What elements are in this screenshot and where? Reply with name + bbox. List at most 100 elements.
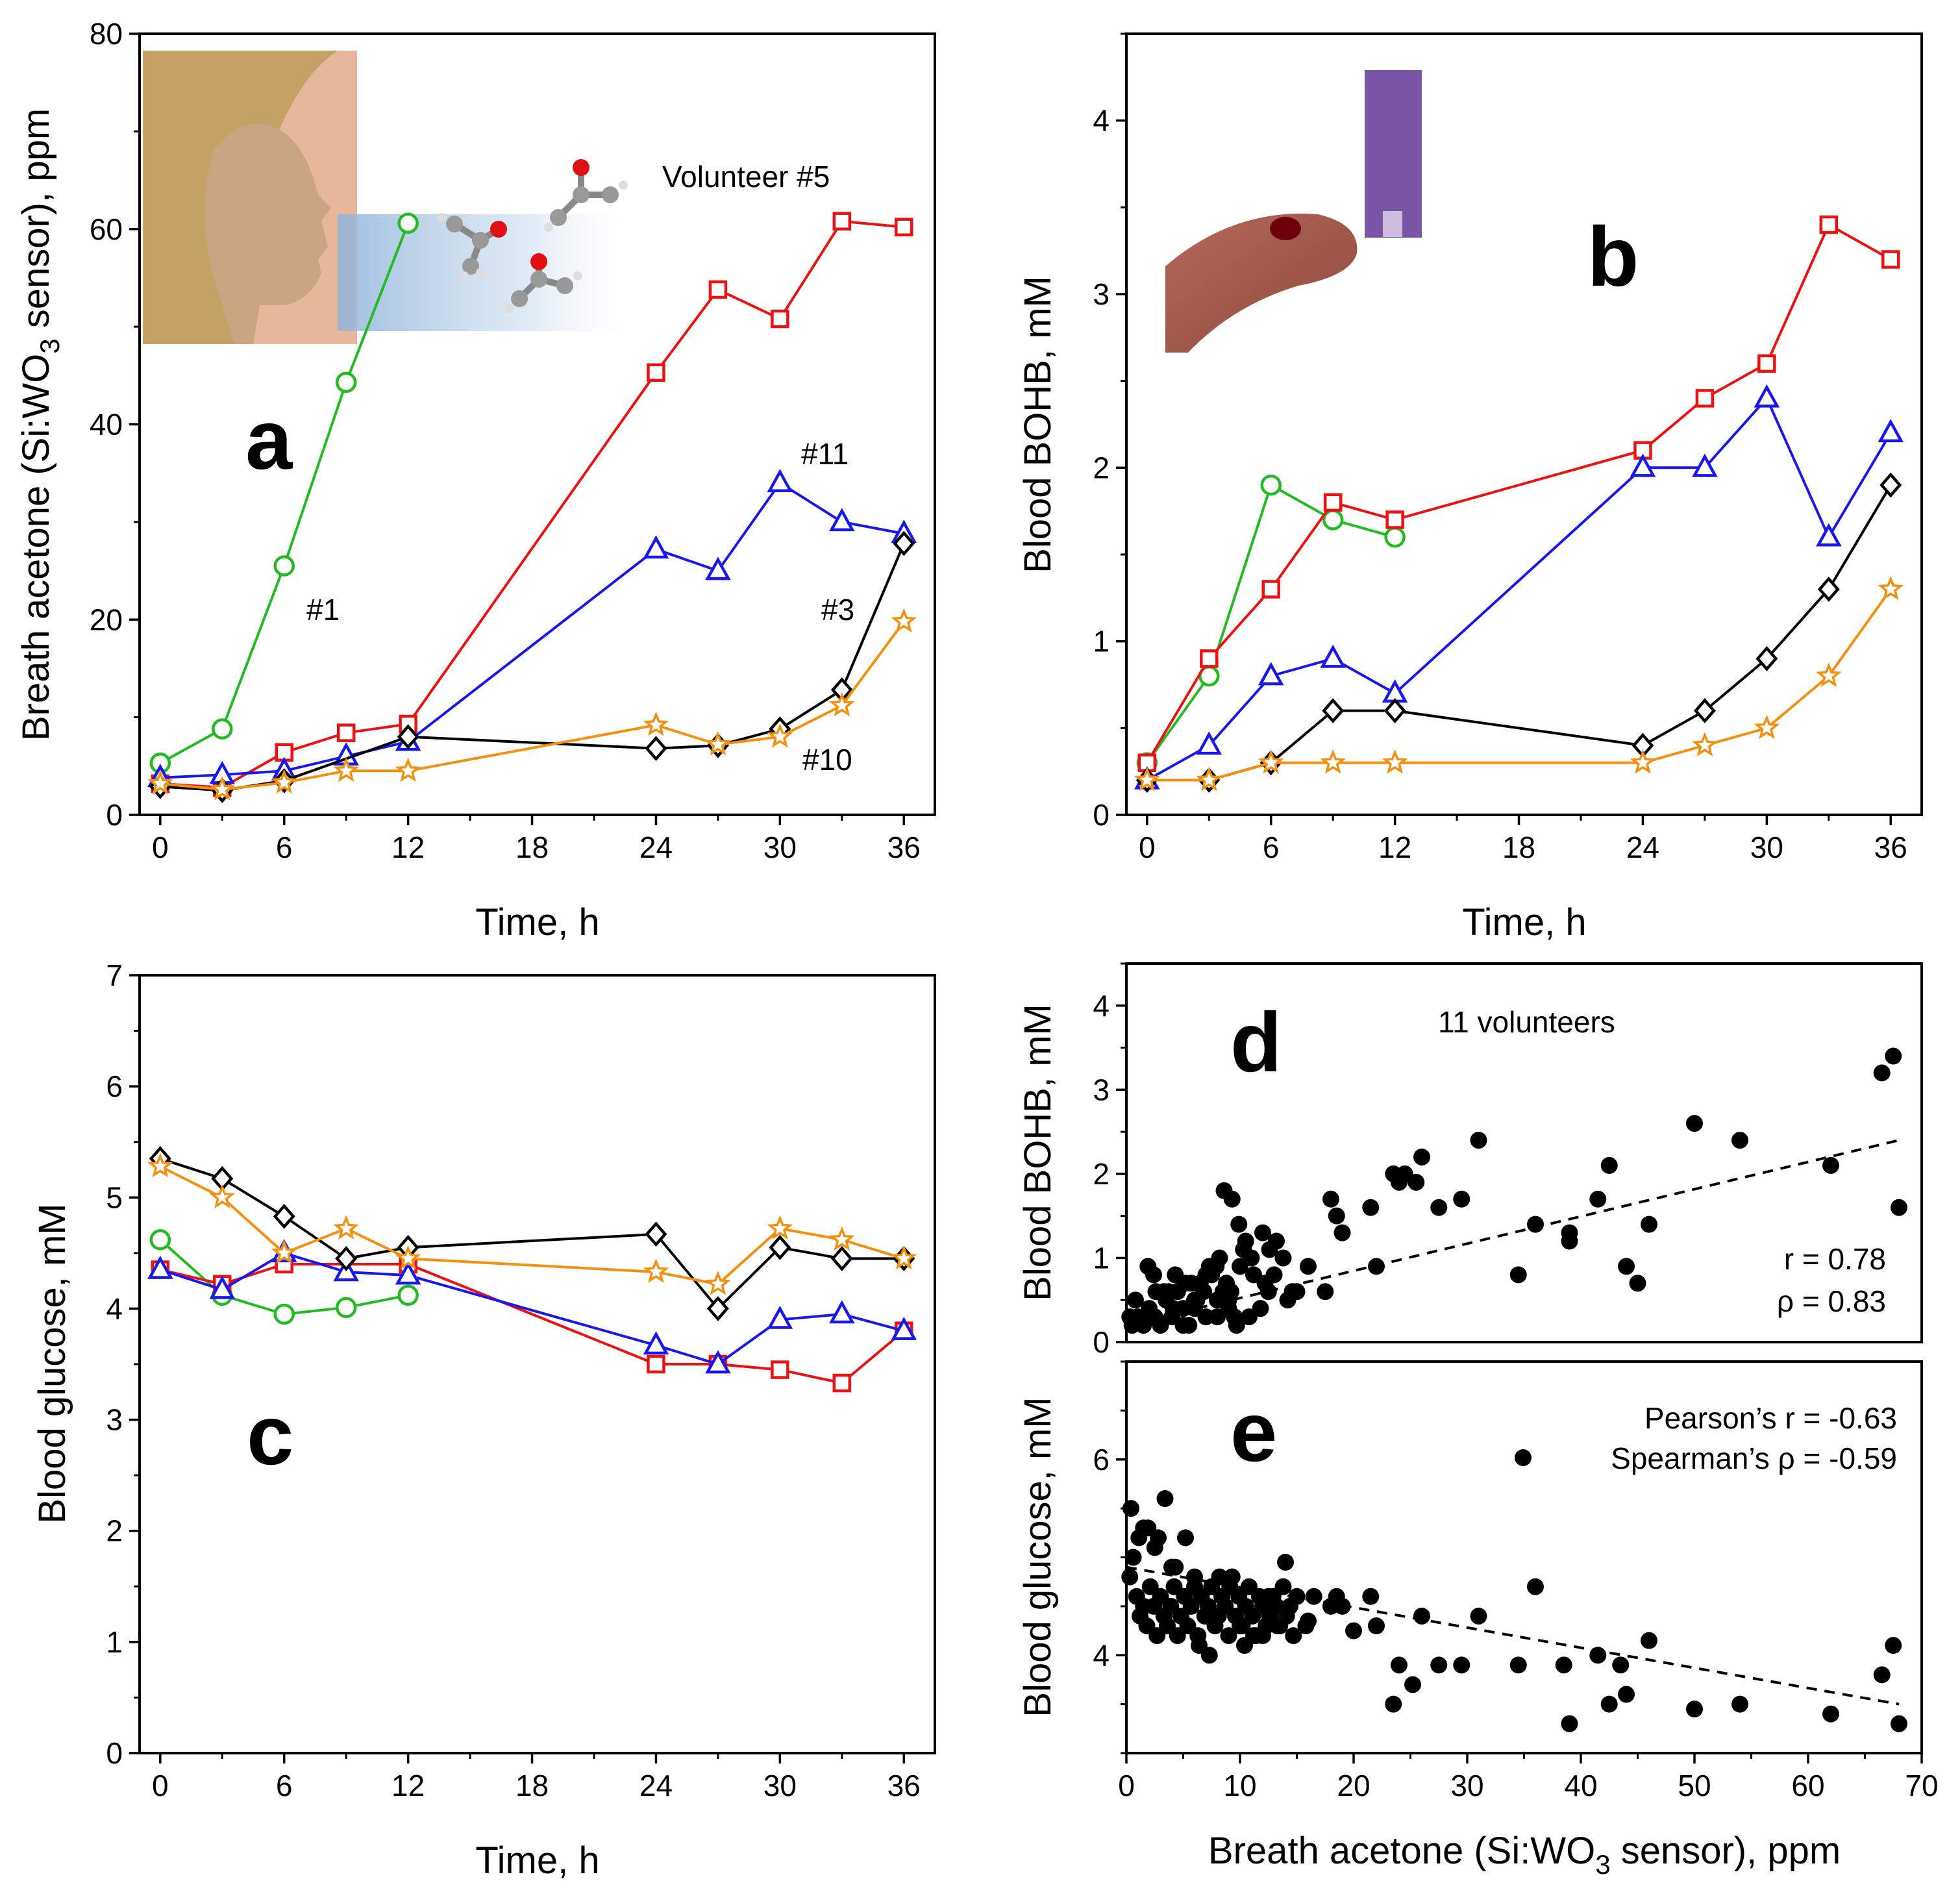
panel-d-point <box>1822 1156 1839 1174</box>
panel-d-point <box>1252 1300 1269 1317</box>
panel-d-point <box>1220 1291 1237 1309</box>
panel-d-point <box>1527 1215 1544 1233</box>
panel-c-point-v3-t9 <box>335 1245 358 1271</box>
panel-d-point <box>1261 1241 1278 1258</box>
panel-a-xtick-label-30: 30 <box>763 830 797 864</box>
panel-a-point-v5-t36 <box>895 218 913 236</box>
panel-c-ytick-label-5: 5 <box>106 1180 123 1214</box>
panel-d-point <box>1259 1283 1277 1301</box>
panel-a-ytick-label-80: 80 <box>90 17 123 51</box>
panel-a-xtick-label-6: 6 <box>276 830 293 864</box>
panel-c-point-v11-t3 <box>209 1275 236 1299</box>
panel-c-series-line-v5 <box>160 1263 905 1385</box>
hair-shape <box>143 51 338 344</box>
panel-c-xtick-label-30: 30 <box>763 1769 797 1802</box>
panel-e-point <box>1686 1701 1703 1718</box>
panel-a-point-v1-t9 <box>335 371 357 393</box>
panel-b-point-v10-t9 <box>1320 749 1346 774</box>
panel-e-point <box>1254 1627 1271 1645</box>
annotation-3: #3 <box>821 593 854 627</box>
panel-c-point-v10-t33 <box>829 1226 855 1251</box>
panel-e-xtick-label-70: 70 <box>1905 1769 1938 1802</box>
panel-d-fit-line <box>1126 1139 1900 1327</box>
panel-c-frame <box>138 974 936 1754</box>
panel-d-ytick-label-4: 4 <box>1093 989 1110 1023</box>
panel-b-xlabel: Time, h <box>1462 901 1586 943</box>
panel-d-point <box>1430 1199 1448 1216</box>
panel-b-point-v11-t27 <box>1692 453 1718 477</box>
panel-d-point <box>1237 1232 1254 1250</box>
panel-b-ylabel: Blood BOHB, mM <box>1017 276 1059 573</box>
panel-e-point <box>1430 1656 1448 1674</box>
panel-a-ylabel: Breath acetone (Si:WO3 sensor), ppm <box>15 108 65 741</box>
panel-a-xlabel: Time, h <box>475 901 599 943</box>
panel-d-point <box>1265 1266 1283 1284</box>
panel-a-point-v1-t12 <box>397 212 419 234</box>
panel-d-point <box>1127 1291 1144 1309</box>
panel-c-point-v1-t9 <box>335 1297 357 1318</box>
panel-b-ytick-label-0: 0 <box>1093 798 1110 832</box>
panel-b-ytick-label-4: 4 <box>1093 104 1110 138</box>
panel-b-point-v11-t33 <box>1816 523 1842 547</box>
panel-b-point-v11-t3 <box>1196 731 1222 755</box>
panel-c-point-v11-t33 <box>829 1300 855 1324</box>
panel-e-point <box>1121 1568 1139 1586</box>
panel-a-xtick-label-18: 18 <box>515 830 549 864</box>
panel-e-point <box>1641 1632 1657 1649</box>
panel-e-pearson: Pearson’s r = -0.63 <box>1644 1401 1897 1435</box>
panel-b-xtick-label-0: 0 <box>1139 830 1156 864</box>
panel-a-point-v10-t24 <box>643 712 669 736</box>
panel-c-point-v11-t27 <box>705 1350 731 1374</box>
panel-a-point-v1-t6 <box>273 555 295 577</box>
panel-d-point <box>1413 1148 1430 1165</box>
panel-c-series-line-v11 <box>160 1251 904 1366</box>
panel-e-point <box>1274 1578 1292 1595</box>
panel-c-point-v11-t0 <box>147 1255 173 1279</box>
panel-c-xtick-label-12: 12 <box>391 1769 425 1802</box>
test-strip-tip <box>1383 211 1402 237</box>
panel-a-point-v5-t9 <box>336 723 356 742</box>
panel-d-point <box>1362 1199 1380 1216</box>
panel-c-xtick-label-6: 6 <box>276 1769 293 1802</box>
panel-b-xtick-label-30: 30 <box>1750 830 1783 864</box>
panel-b-point-v3-t12 <box>1383 698 1406 724</box>
panel-e-xtick-label-50: 50 <box>1678 1769 1711 1802</box>
panel-b-xtick-label-6: 6 <box>1263 830 1280 864</box>
panel-b-point-v3-t36 <box>1879 472 1902 498</box>
panel-b-series-line-v3 <box>1147 484 1892 782</box>
panel-e-point <box>1259 1588 1277 1605</box>
panel-a-point-v5-t24 <box>647 363 665 382</box>
panel-c-point-v10-t6 <box>271 1240 297 1264</box>
annotation-volunteer-5: Volunteer #5 <box>662 160 830 193</box>
annotation-11: #11 <box>801 437 849 471</box>
panel-c-point-v11-t12 <box>395 1261 421 1285</box>
panel-e-point <box>1220 1627 1237 1645</box>
panel-b-xtick-label-18: 18 <box>1502 830 1535 864</box>
panel-a-series-line-v11 <box>160 480 904 779</box>
panel-b-point-v3-t27 <box>1693 698 1716 724</box>
panel-b-point-v10-t12 <box>1382 749 1408 774</box>
panel-b-point-v1-t6 <box>1260 474 1282 496</box>
panel-c-point-v3-t30 <box>769 1234 791 1260</box>
panel-e-point <box>1612 1656 1630 1674</box>
panel-a-point-v3-t24 <box>645 736 667 762</box>
panel-e-ytick-label-4: 4 <box>1093 1638 1110 1672</box>
panel-d-point <box>1322 1190 1339 1208</box>
panel-a-ytick-label-0: 0 <box>106 798 123 832</box>
panel-d-ylabel: Blood BOHB, mM <box>1017 1004 1059 1301</box>
panel-c-point-v5-t30 <box>771 1360 789 1379</box>
panel-d-point <box>1186 1300 1203 1317</box>
panel-d-point <box>1368 1258 1385 1275</box>
panel-d-point <box>1629 1275 1646 1292</box>
panel-letter-b: b <box>1587 209 1639 304</box>
panel-c-point-v1-t0 <box>149 1229 171 1251</box>
panel-b-point-v5-t36 <box>1881 250 1900 269</box>
panel-e-point <box>1156 1490 1174 1508</box>
panel-d-point <box>1197 1266 1215 1284</box>
panel-a-point-v10-t6 <box>271 769 297 794</box>
panel-d-point <box>1408 1173 1425 1191</box>
panel-e-point <box>1305 1588 1322 1605</box>
panel-c-xtick-label-18: 18 <box>515 1769 549 1802</box>
panel-d-point <box>1218 1275 1235 1292</box>
panel-a-point-v10-t3 <box>209 776 235 801</box>
